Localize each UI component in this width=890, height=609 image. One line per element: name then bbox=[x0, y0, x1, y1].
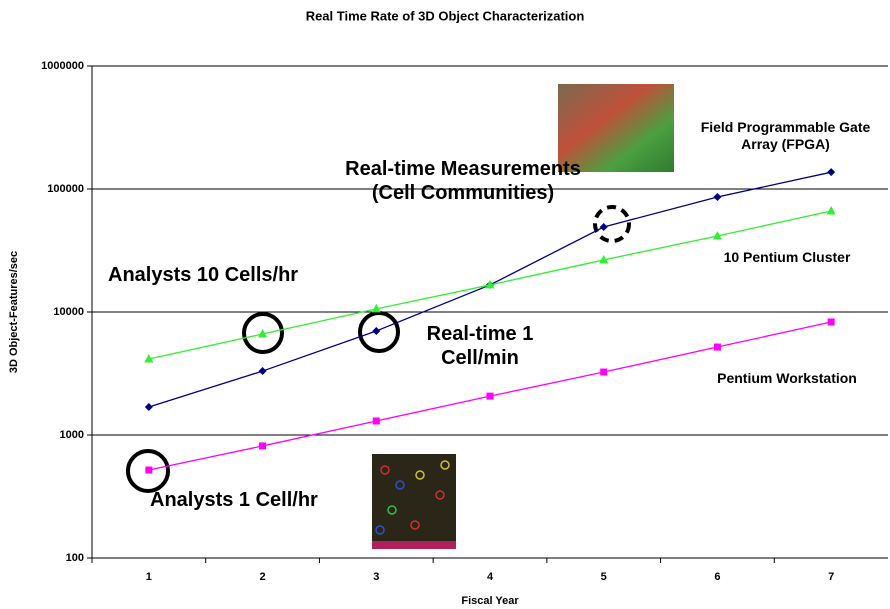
marker bbox=[372, 327, 380, 335]
y-tick-label: 100000 bbox=[47, 183, 84, 195]
x-tick-label: 7 bbox=[828, 571, 834, 583]
page: Real Time Rate of 3D Object Characteriza… bbox=[0, 0, 890, 609]
x-tick-label: 5 bbox=[601, 571, 607, 583]
series-label: 10 Pentium Cluster bbox=[692, 249, 882, 266]
annotation: Real-time 1 Cell/min bbox=[400, 322, 560, 370]
chart: Real Time Rate of 3D Object Characteriza… bbox=[0, 0, 890, 609]
marker bbox=[600, 223, 608, 231]
x-tick-label: 3 bbox=[373, 571, 379, 583]
marker bbox=[259, 442, 266, 449]
marker bbox=[828, 318, 835, 325]
y-axis-label: 3D Object-Features/sec bbox=[8, 251, 20, 373]
marker bbox=[373, 417, 380, 424]
x-tick-label: 4 bbox=[487, 571, 494, 583]
marker bbox=[145, 403, 153, 411]
marker bbox=[827, 206, 836, 215]
marker bbox=[713, 193, 721, 201]
annotation: Real-time Measurements (Cell Communities… bbox=[340, 157, 586, 205]
y-tick-label: 100 bbox=[66, 552, 84, 564]
annotation: Analysts 1 Cell/hr bbox=[150, 488, 318, 512]
marker bbox=[145, 467, 152, 474]
x-tick-label: 2 bbox=[260, 571, 266, 583]
series-label: Pentium Workstation bbox=[692, 370, 882, 387]
highlight-circle bbox=[595, 207, 629, 241]
marker bbox=[600, 369, 607, 376]
series-label: Field Programmable Gate Array (FPGA) bbox=[688, 119, 883, 153]
x-axis-label: Fiscal Year bbox=[461, 595, 519, 607]
chart-title: Real Time Rate of 3D Object Characteriza… bbox=[306, 8, 585, 23]
y-tick-label: 10000 bbox=[53, 306, 84, 318]
annotation: Analysts 10 Cells/hr bbox=[108, 263, 298, 287]
marker bbox=[714, 344, 721, 351]
marker bbox=[827, 168, 835, 176]
x-tick-label: 1 bbox=[146, 571, 152, 583]
x-tick-label: 6 bbox=[714, 571, 720, 583]
y-tick-label: 1000000 bbox=[41, 60, 84, 72]
marker bbox=[487, 393, 494, 400]
marker bbox=[259, 367, 267, 375]
y-tick-label: 1000 bbox=[60, 429, 84, 441]
cell-image-bar bbox=[372, 541, 456, 549]
